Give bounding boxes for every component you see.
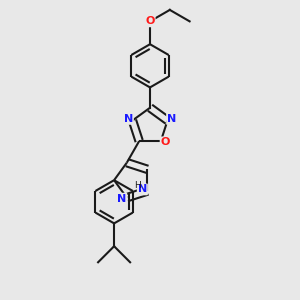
Text: N: N	[124, 114, 133, 124]
Text: H: H	[134, 181, 141, 190]
Text: O: O	[160, 137, 170, 147]
Text: O: O	[145, 16, 155, 26]
Text: N: N	[117, 194, 126, 204]
Text: N: N	[138, 184, 147, 194]
Text: N: N	[167, 114, 176, 124]
